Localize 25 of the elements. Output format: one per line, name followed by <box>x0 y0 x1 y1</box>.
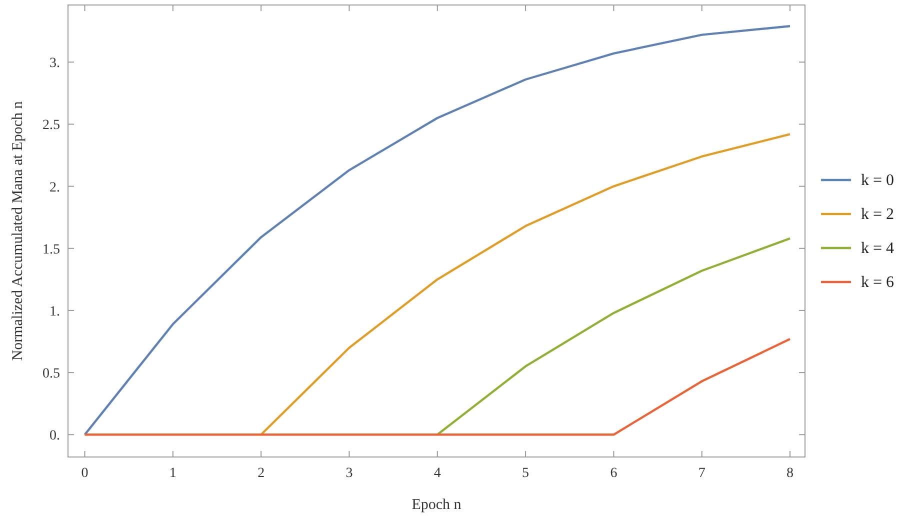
y-tick-label: 1.5 <box>42 242 60 258</box>
line-series <box>84 25 792 436</box>
line-series <box>260 133 792 436</box>
y-tick-label: 3. <box>50 56 60 72</box>
x-tick-label: 1 <box>169 466 176 481</box>
x-tick-label: 6 <box>610 466 618 481</box>
x-tick-label: 2 <box>258 466 265 481</box>
x-tick-label: 4 <box>434 466 441 481</box>
legend-label: k = 4 <box>861 240 894 257</box>
y-tick-label: 2.5 <box>42 118 60 134</box>
x-tick-label: 3 <box>346 466 353 481</box>
line-series <box>436 237 792 436</box>
legend-label: k = 2 <box>861 206 894 223</box>
y-tick-label: 2. <box>50 180 60 196</box>
y-tick-label: 0. <box>50 428 60 444</box>
x-tick-label: 8 <box>786 466 794 481</box>
x-tick-label: 0 <box>81 466 88 481</box>
legend-label: k = 0 <box>861 172 894 189</box>
x-axis-title: Epoch n <box>412 497 462 513</box>
y-tick-label: 0.5 <box>42 366 60 382</box>
legend-label: k = 6 <box>861 274 894 291</box>
y-axis-title: Normalized Accumulated Mana at Epoch n <box>10 100 26 361</box>
x-tick-label: 5 <box>522 466 530 481</box>
x-tick-label: 7 <box>698 466 706 481</box>
y-tick-label: 1. <box>50 304 60 320</box>
